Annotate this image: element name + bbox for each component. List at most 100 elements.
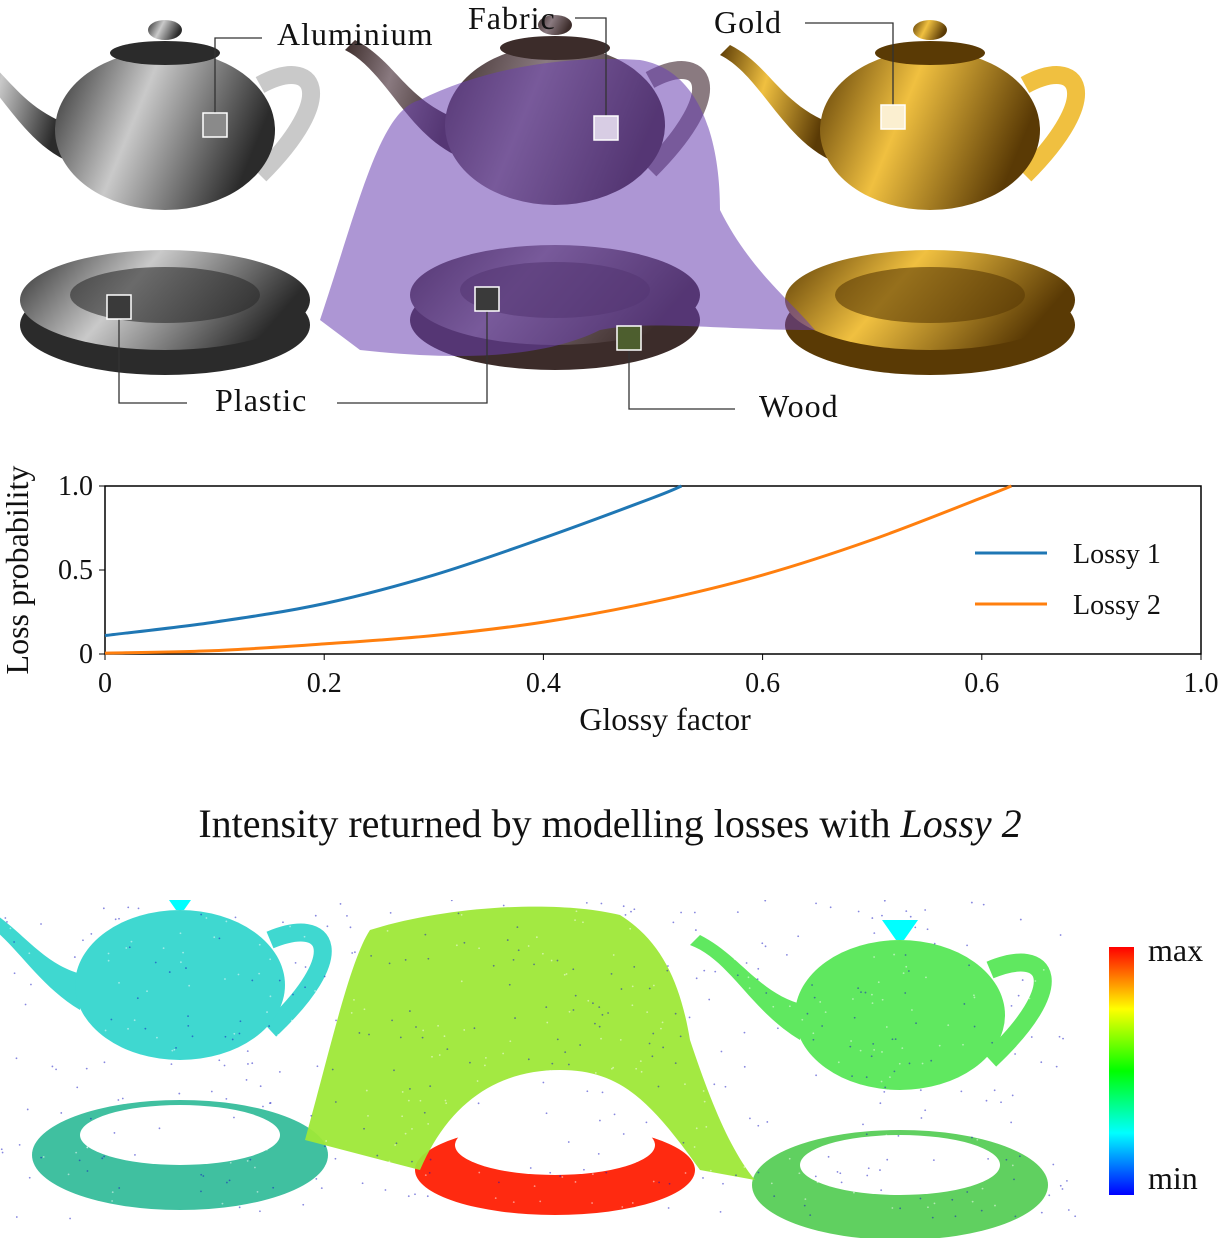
noise-point	[983, 904, 985, 906]
noise-point	[622, 1109, 624, 1111]
x-tick-label: 0.4	[526, 668, 561, 699]
noise-point	[924, 909, 926, 911]
noise-point	[251, 980, 253, 982]
noise-point	[105, 919, 107, 921]
noise-point	[335, 922, 337, 924]
noise-point	[600, 1038, 602, 1040]
noise-point	[700, 1049, 702, 1051]
noise-point	[1014, 1053, 1016, 1055]
noise-point	[1043, 969, 1045, 971]
noise-point	[862, 1123, 864, 1125]
noise-point	[1000, 1101, 1002, 1103]
noise-point	[20, 1155, 22, 1157]
label-aluminium: Aluminium	[277, 16, 434, 53]
noise-point	[646, 1011, 648, 1013]
y-axis-label: Loss probability	[0, 466, 35, 675]
noise-point	[247, 1063, 249, 1065]
noise-point	[766, 1121, 768, 1123]
noise-point	[415, 1026, 417, 1028]
noise-point	[456, 944, 458, 946]
noise-point	[420, 1100, 422, 1102]
noise-point	[461, 914, 463, 916]
noise-point	[934, 1202, 936, 1204]
noise-point	[427, 1195, 429, 1197]
noise-point	[884, 1087, 886, 1089]
noise-point	[966, 944, 968, 946]
noise-point	[262, 1106, 264, 1108]
noise-point	[105, 1030, 107, 1032]
noise-point	[972, 1201, 974, 1203]
noise-point	[398, 919, 400, 921]
noise-point	[292, 994, 294, 996]
noise-point	[114, 1214, 116, 1216]
noise-point	[649, 988, 651, 990]
noise-point	[804, 1205, 806, 1207]
noise-point	[974, 1026, 976, 1028]
noise-point	[489, 901, 491, 903]
noise-point	[561, 1161, 563, 1163]
noise-point	[481, 1122, 483, 1124]
noise-point	[1064, 907, 1066, 909]
noise-point	[135, 902, 137, 904]
noise-point	[966, 1191, 968, 1193]
noise-point	[114, 1132, 116, 1134]
noise-point	[866, 1175, 868, 1177]
noise-point	[860, 991, 862, 993]
noise-point	[376, 1155, 378, 1157]
noise-point	[1074, 1215, 1076, 1217]
noise-point	[388, 1161, 390, 1163]
noise-point	[688, 1212, 690, 1214]
noise-point	[682, 970, 684, 972]
noise-point	[513, 1201, 515, 1203]
noise-point	[119, 1066, 121, 1068]
noise-point	[314, 990, 316, 992]
noise-point	[269, 958, 271, 960]
noise-point	[811, 984, 813, 986]
noise-point	[621, 988, 623, 990]
noise-point	[672, 921, 674, 923]
lid	[500, 36, 610, 60]
noise-point	[939, 1045, 941, 1047]
noise-point	[516, 926, 518, 928]
noise-point	[646, 1121, 648, 1123]
noise-point	[528, 945, 530, 947]
noise-point	[238, 974, 240, 976]
noise-point	[735, 1174, 737, 1176]
noise-point	[576, 905, 578, 907]
noise-point	[549, 1172, 551, 1174]
label-wood: Wood	[759, 388, 839, 425]
noise-point	[40, 1193, 42, 1195]
noise-point	[675, 1062, 677, 1064]
noise-point	[239, 1206, 241, 1208]
loss-probability-chart: 0 0.2 0.4 0.6 0.6 1.000.51.0Glossy factorLoss…	[0, 440, 1220, 740]
noise-point	[8, 1099, 10, 1101]
noise-point	[282, 921, 284, 923]
gold-cloud	[690, 920, 1048, 1238]
noise-point	[1059, 1036, 1061, 1038]
noise-point	[757, 978, 759, 980]
noise-point	[446, 1048, 448, 1050]
noise-point	[450, 1137, 452, 1139]
noise-point	[1014, 1215, 1016, 1217]
noise-point	[797, 935, 799, 937]
noise-point	[367, 1115, 369, 1117]
intensity-title: Intensity returned by modelling losses w…	[0, 800, 1220, 847]
noise-point	[165, 1106, 167, 1108]
noise-point	[974, 997, 976, 999]
noise-point	[662, 1022, 664, 1024]
noise-point	[627, 1090, 629, 1092]
noise-point	[646, 1144, 648, 1146]
noise-point	[737, 911, 739, 913]
noise-point	[789, 1158, 791, 1160]
noise-point	[852, 998, 854, 1000]
noise-point	[493, 965, 495, 967]
noise-point	[903, 972, 905, 974]
x-tick-label: 0	[98, 668, 112, 699]
noise-point	[757, 1125, 759, 1127]
noise-point	[915, 1022, 917, 1024]
noise-point	[865, 992, 867, 994]
noise-point	[325, 1140, 327, 1142]
noise-point	[598, 1157, 600, 1159]
noise-point	[871, 1055, 873, 1057]
noise-point	[587, 1000, 589, 1002]
